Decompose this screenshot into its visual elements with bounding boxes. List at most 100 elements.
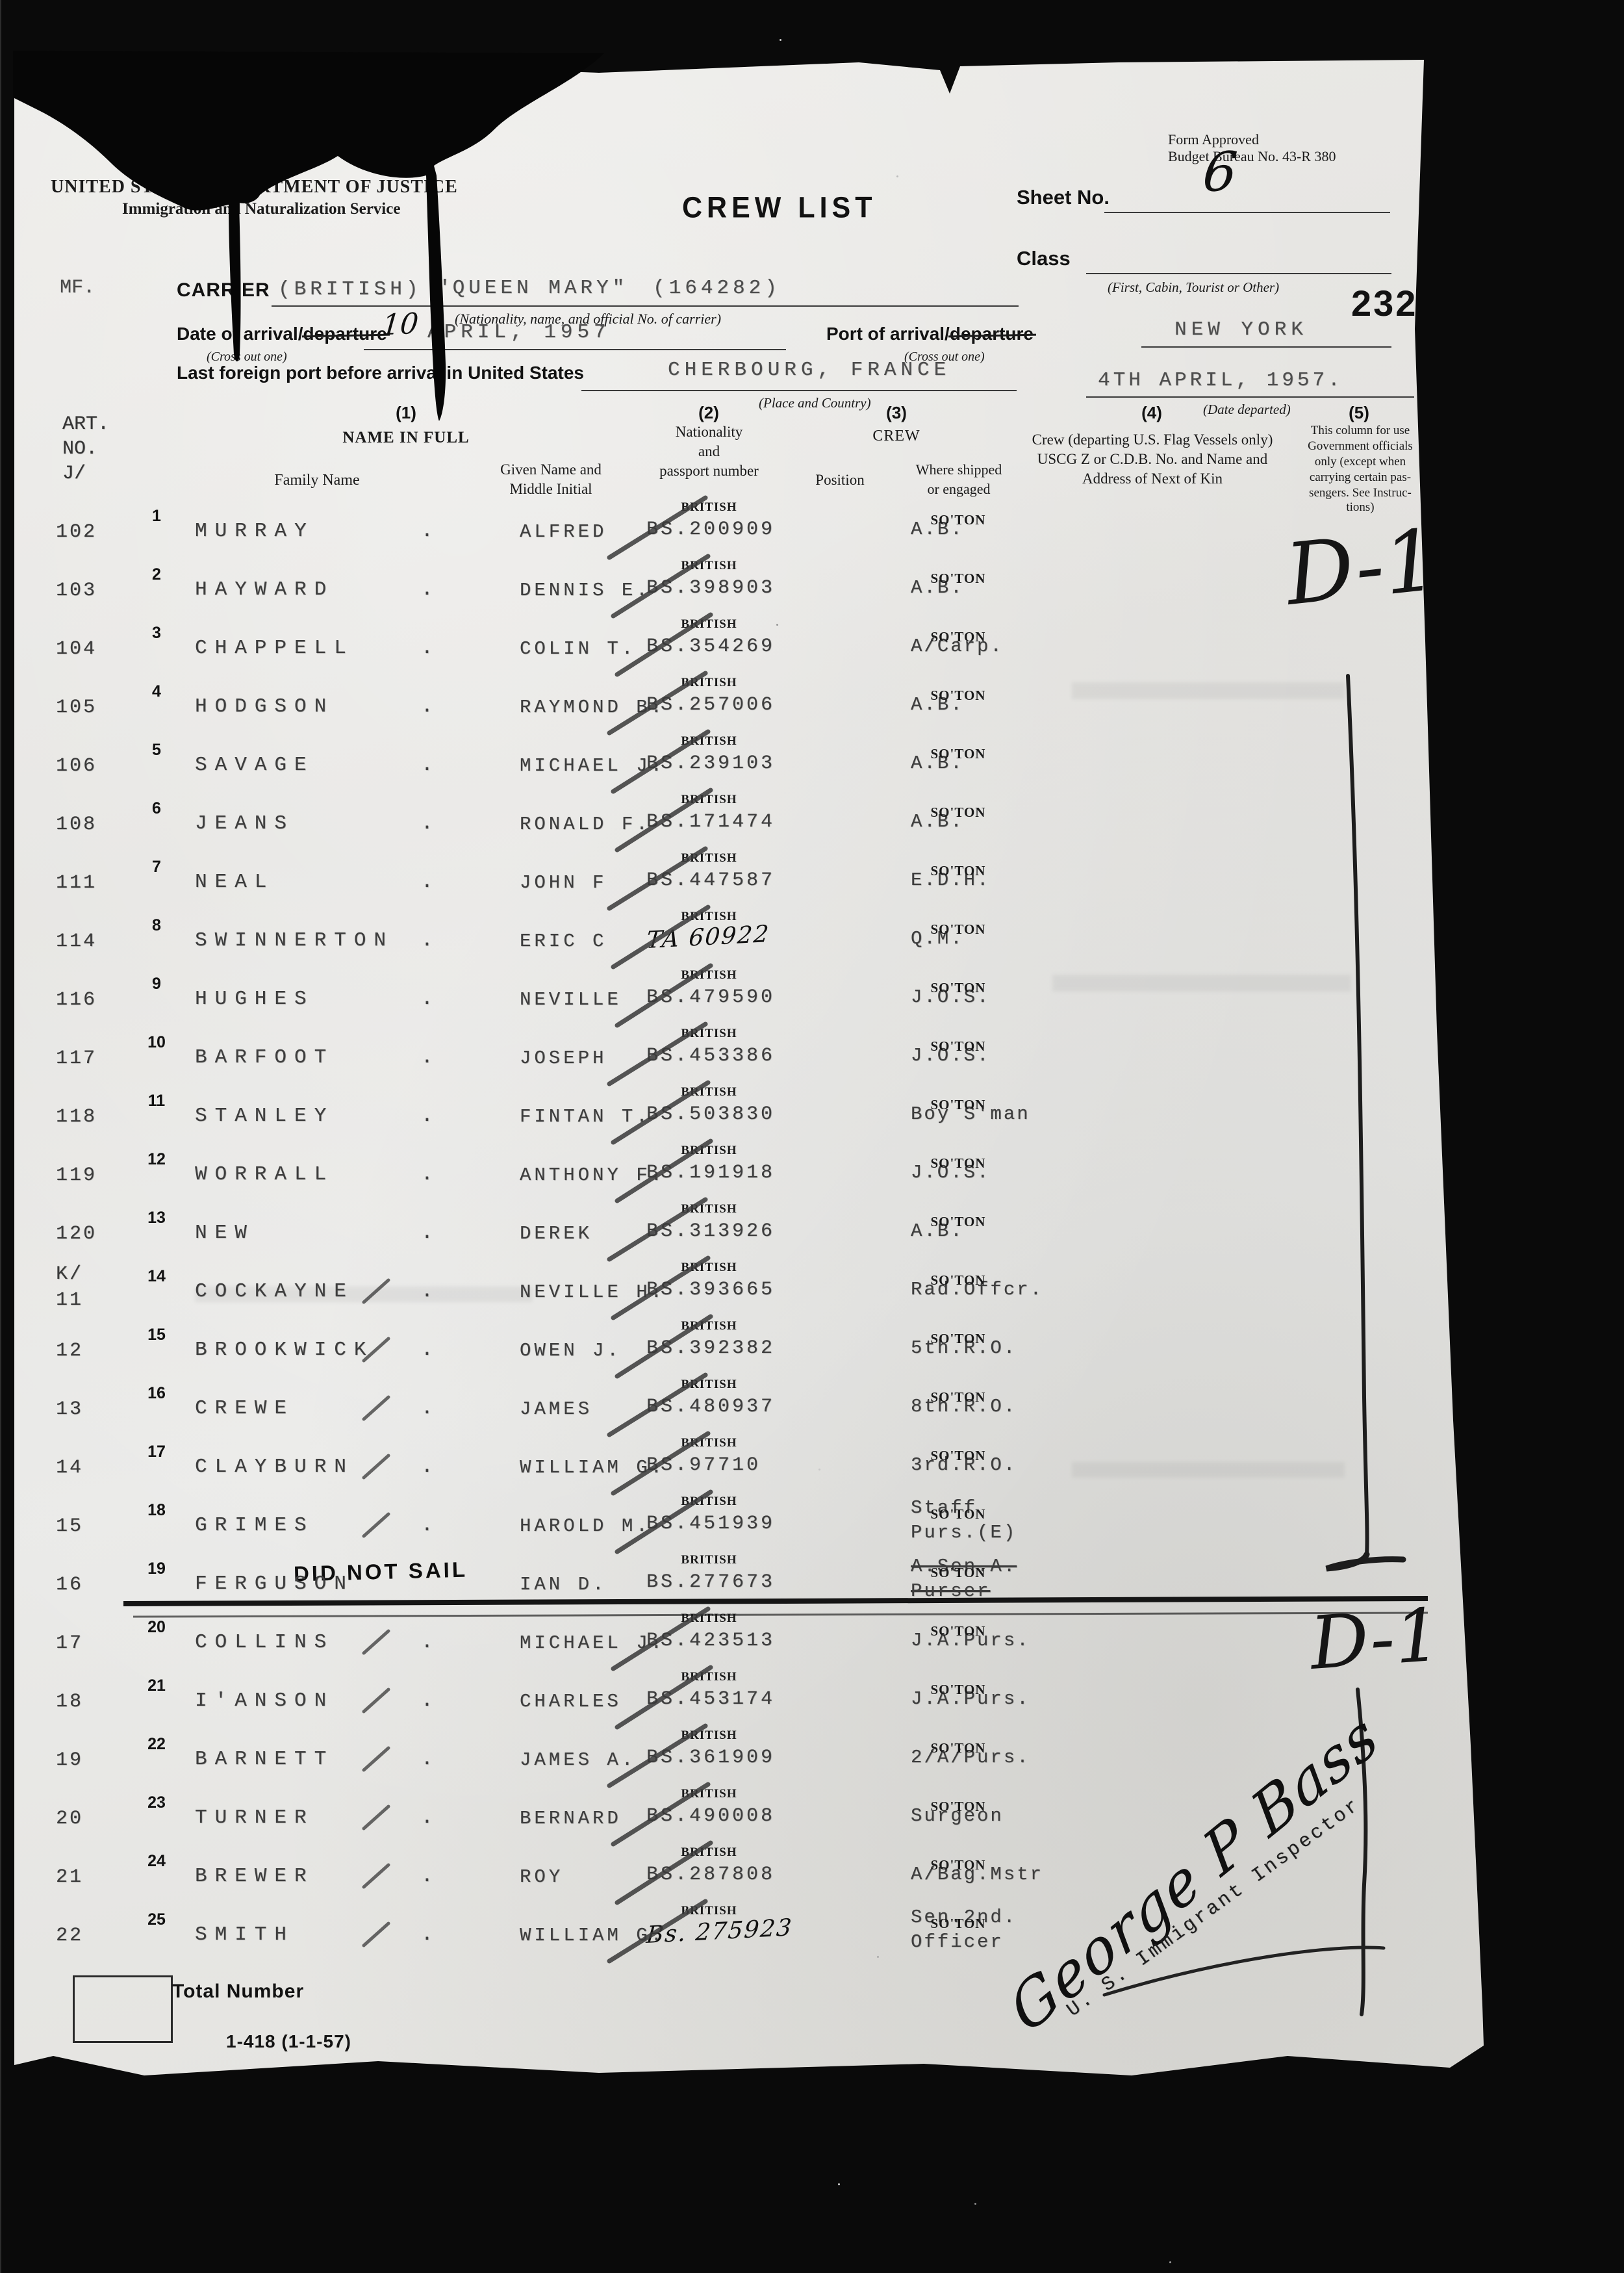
art-no-cell: 102 xyxy=(56,521,97,543)
given-name-cell: JOHN F xyxy=(520,872,607,893)
family-name-cell: BREWER xyxy=(195,1865,314,1888)
family-name-cell: COLLINS xyxy=(195,1631,335,1654)
pen-tick xyxy=(362,1804,390,1830)
nationality-cell: BRITISH xyxy=(681,1670,737,1684)
given-name-cell: NEVILLE xyxy=(520,989,622,1010)
pen-slash xyxy=(615,1489,713,1554)
nationality-cell: BRITISH xyxy=(681,1319,737,1333)
family-name-cell: WORRALL xyxy=(195,1163,335,1186)
art-no-cell: 18 xyxy=(56,1691,84,1713)
art-header-3: J/ xyxy=(62,463,86,485)
page-stamp-number: 232 xyxy=(1351,283,1418,324)
col1-sub-family: Family Name xyxy=(274,472,360,489)
position-cell: 8th.R.O. xyxy=(911,1396,1017,1417)
typed-period: . xyxy=(421,812,433,835)
col4-title-2: USCG Z or C.D.B. No. and Name and xyxy=(1037,451,1268,467)
family-name-cell: SAVAGE xyxy=(195,754,314,777)
position-cell: A/Carp. xyxy=(911,636,1004,657)
agency-line-ins: Immigration and Naturalization Service xyxy=(122,200,401,218)
shipped-cell: SO'TON xyxy=(930,1682,986,1697)
typed-period: . xyxy=(421,1222,433,1244)
pen-tick xyxy=(362,1746,390,1772)
pen-slash xyxy=(615,963,713,1028)
passport-number-cell: BS.287808 xyxy=(646,1864,776,1886)
col5-title-5: sengers. See Instruc- xyxy=(1309,486,1412,500)
position-cell: A.B. xyxy=(911,519,964,540)
art-no-cell: 117 xyxy=(56,1047,97,1070)
pen-slash xyxy=(615,1314,713,1379)
given-name-cell: IAN D. xyxy=(520,1574,607,1595)
col3-number: (3) xyxy=(886,403,907,422)
art-no-cell: 116 xyxy=(56,989,97,1011)
shipped-cell: SO'TON xyxy=(930,512,986,528)
class-line xyxy=(1086,273,1391,274)
pen-slash xyxy=(611,1080,711,1145)
pen-tick xyxy=(362,1278,390,1304)
class-label: Class xyxy=(1017,247,1071,270)
typed-period: . xyxy=(421,988,433,1010)
shipped-cell: SO'TON xyxy=(930,687,986,703)
art-no-cell: 111 xyxy=(56,872,97,894)
given-name-cell: ANTHONY F. xyxy=(520,1164,666,1186)
art-no-cell: 21 xyxy=(56,1866,84,1888)
row-number-cell: 3 xyxy=(152,624,161,642)
scan-dust xyxy=(780,39,781,41)
carrier-nationality: (BRITISH) xyxy=(278,278,422,301)
art-no-cell: 22 xyxy=(56,1925,84,1947)
given-name-cell: JAMES A. xyxy=(520,1749,637,1771)
position-cell: A.B. xyxy=(911,752,964,774)
row-number-cell: 10 xyxy=(147,1033,166,1051)
col1-number: (1) xyxy=(396,403,416,422)
shipped-cell: SO'TON xyxy=(930,1916,986,1931)
col2-title-3: passport number xyxy=(659,463,759,479)
col4-number: (4) xyxy=(1141,403,1162,422)
family-name-cell: TURNER xyxy=(195,1806,314,1829)
bleed-smudge xyxy=(1052,975,1351,992)
position-cell: Q.M. xyxy=(911,928,964,949)
row-number-cell: 8 xyxy=(152,916,161,934)
pen-slash xyxy=(607,1372,708,1437)
art-no-cell: 16 xyxy=(56,1574,84,1596)
shipped-cell: SO'TON xyxy=(930,1155,986,1171)
pen-ditto-line-lower xyxy=(1356,1688,1368,2016)
typed-period: . xyxy=(421,754,433,777)
passport-number-cell: BS.479590 xyxy=(646,986,776,1008)
col5-number: (5) xyxy=(1349,403,1369,422)
shipped-cell: SO'TON xyxy=(930,1740,986,1756)
pen-tick xyxy=(362,1921,390,1947)
shipped-cell: SO'TON xyxy=(930,863,986,879)
typed-period: . xyxy=(421,1689,433,1712)
family-name-cell: FERGUSON xyxy=(195,1573,354,1595)
pen-slash xyxy=(607,1021,708,1086)
given-name-cell: NEVILLE H. xyxy=(520,1281,666,1303)
pen-slash xyxy=(611,1431,711,1496)
pen-slash xyxy=(611,1255,711,1320)
family-name-cell: MURRAY xyxy=(195,520,314,543)
row-number-cell: 19 xyxy=(147,1560,166,1578)
sheet-no-label: Sheet No. xyxy=(1017,186,1110,209)
nationality-cell: BRITISH xyxy=(681,1553,737,1567)
art-no-cell: 12 xyxy=(56,1340,84,1362)
row-number-cell: 20 xyxy=(147,1618,166,1636)
carrier-ship-name: "QUEEN MARY" xyxy=(437,277,629,300)
passport-number-cell: BS.191918 xyxy=(646,1162,776,1184)
col5-title-4: carrying certain pas- xyxy=(1309,470,1412,484)
typed-period: . xyxy=(421,871,433,893)
port-arrival-label: Port of arrival/departure xyxy=(826,324,1034,344)
col3-title: CREW xyxy=(872,428,920,444)
col1-sub-given-1: Given Name and xyxy=(500,461,602,478)
family-name-cell: HODGSON xyxy=(195,695,335,718)
passport-number-cell: BS.277673 xyxy=(646,1571,776,1593)
pen-slash xyxy=(607,495,708,560)
art-no-cell: K/ xyxy=(56,1263,84,1285)
port-line xyxy=(1141,346,1391,348)
pen-tick xyxy=(362,1629,390,1655)
row-number-cell: 9 xyxy=(152,975,161,993)
form-approved-line2: Budget Bureau No. 43-R 380 xyxy=(1168,148,1336,164)
position-cell: Surgeon xyxy=(911,1805,1004,1827)
mf-note: MF. xyxy=(60,277,95,299)
nationality-cell: BRITISH xyxy=(681,1495,737,1508)
art-no-cell: 11 xyxy=(56,1289,84,1311)
col4-title-1: Crew (departing U.S. Flag Vessels only) xyxy=(1032,431,1273,448)
pen-slash xyxy=(615,788,713,853)
